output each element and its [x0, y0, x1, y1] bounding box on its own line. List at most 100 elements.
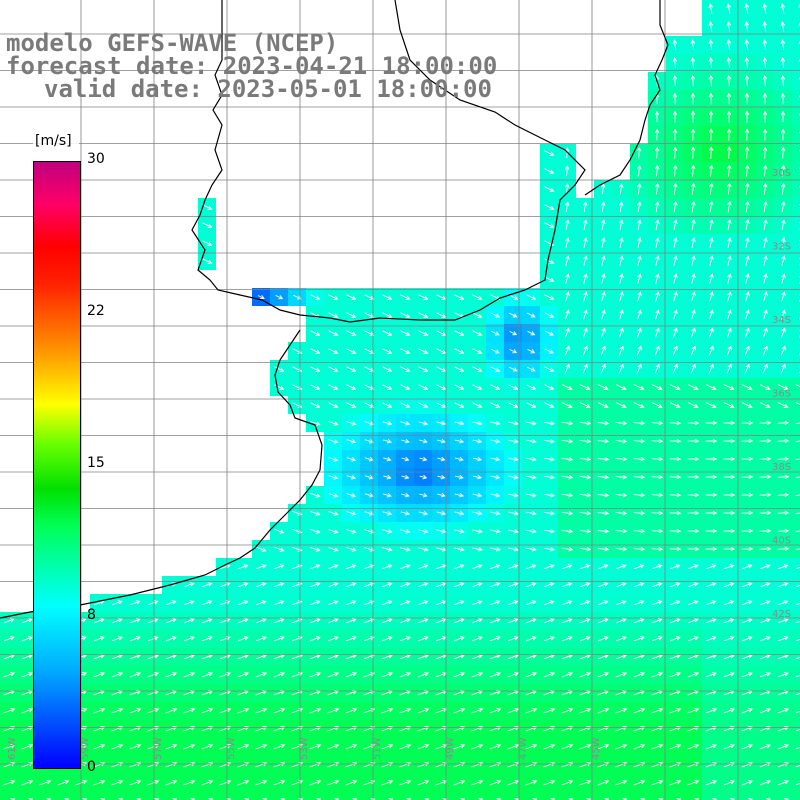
wind-arrow — [673, 219, 678, 231]
speed-cell — [216, 792, 234, 800]
wind-arrow — [778, 582, 789, 588]
colorbar-tick-22: 22 — [87, 303, 105, 319]
wind-arrow — [600, 327, 606, 338]
wind-arrow — [579, 438, 592, 444]
wind-arrow — [184, 618, 195, 624]
wind-arrow — [687, 510, 700, 516]
wind-arrow — [564, 183, 570, 194]
wind-arrow — [762, 128, 768, 141]
wind-arrow — [654, 345, 660, 356]
wind-arrow — [741, 438, 754, 444]
colorbar-tick-30: 30 — [87, 151, 105, 167]
wind-arrow — [454, 330, 465, 336]
wind-arrow — [508, 366, 518, 372]
wind-arrow — [328, 510, 339, 516]
wind-arrow — [762, 309, 768, 320]
wind-arrow — [418, 582, 429, 588]
wind-arrow — [687, 707, 700, 714]
wind-arrow — [419, 492, 428, 498]
wind-arrow — [507, 707, 520, 714]
wind-arrow — [741, 420, 754, 426]
wind-arrow — [328, 618, 339, 624]
wind-arrow — [202, 618, 213, 624]
wind-arrow — [708, 146, 714, 159]
wind-arrow — [328, 582, 339, 588]
wind-arrow — [745, 200, 750, 213]
wind-arrow — [544, 294, 555, 300]
speed-cell — [558, 792, 576, 800]
wind-arrow — [381, 743, 394, 750]
wind-arrow — [795, 440, 800, 442]
wind-arrow — [655, 219, 660, 231]
wind-arrow — [708, 21, 714, 32]
wind-arrow — [597, 420, 610, 426]
wind-arrow — [615, 528, 628, 534]
wind-arrow — [597, 779, 610, 786]
wind-arrow — [543, 636, 555, 642]
wind-arrow — [418, 348, 429, 354]
wind-arrow — [601, 219, 606, 230]
wind-arrow — [780, 128, 786, 141]
wind-arrow — [723, 420, 736, 426]
wind-arrow — [561, 510, 574, 516]
wind-arrow — [309, 707, 322, 714]
wind-arrow — [310, 492, 321, 498]
wind-arrow — [561, 743, 574, 750]
wind-arrow — [328, 402, 339, 408]
wind-arrow — [490, 456, 501, 462]
wind-arrow — [741, 546, 754, 552]
wind-arrow — [508, 511, 519, 516]
wind-arrow — [691, 200, 696, 213]
wind-arrow — [723, 456, 736, 462]
wind-arrow — [583, 237, 588, 248]
wind-arrow — [400, 438, 410, 444]
wind-arrow — [238, 600, 249, 606]
wind-arrow — [345, 672, 358, 678]
colorbar-unit: [m/s] — [35, 133, 72, 149]
wind-arrow — [688, 384, 699, 390]
wind-arrow — [780, 309, 786, 320]
speed-cell — [648, 792, 666, 800]
wind-arrow — [601, 237, 606, 248]
wind-arrow — [417, 672, 430, 678]
wind-arrow — [795, 512, 800, 514]
wind-arrow — [723, 672, 735, 678]
wind-arrow — [561, 438, 574, 444]
wind-arrow — [796, 384, 800, 388]
wind-arrow — [636, 182, 642, 195]
wind-arrow — [634, 402, 645, 408]
wind-arrow — [691, 255, 696, 266]
wind-arrow — [672, 309, 678, 320]
wind-arrow — [762, 3, 767, 14]
wind-arrow — [777, 546, 790, 552]
latitude-label: 32S — [772, 242, 791, 253]
wind-arrow — [165, 672, 178, 678]
wind-arrow — [453, 636, 465, 642]
wind-arrow — [436, 330, 447, 336]
wind-arrow — [760, 636, 771, 642]
wind-arrow — [777, 438, 790, 444]
wind-arrow — [597, 492, 610, 498]
wind-arrow — [400, 330, 411, 336]
wind-arrow — [741, 528, 754, 534]
wind-arrow — [780, 57, 786, 69]
wind-arrow — [526, 618, 537, 624]
wind-arrow — [727, 255, 732, 266]
wind-arrow — [364, 547, 375, 552]
wind-arrow — [489, 672, 502, 678]
wind-arrow — [708, 39, 714, 50]
wind-arrow — [672, 327, 678, 338]
wind-arrow — [507, 672, 520, 678]
wind-arrow — [760, 564, 771, 570]
wind-arrow — [616, 582, 627, 588]
wind-arrow — [490, 492, 501, 498]
wind-arrow — [436, 438, 446, 444]
wind-arrow — [759, 546, 772, 552]
wind-arrow — [705, 780, 717, 786]
wind-arrow — [726, 128, 732, 141]
wind-arrow — [418, 438, 428, 444]
wind-arrow — [778, 564, 789, 570]
wind-arrow — [709, 237, 714, 248]
speed-cell — [792, 342, 800, 360]
wind-arrow — [310, 420, 321, 426]
